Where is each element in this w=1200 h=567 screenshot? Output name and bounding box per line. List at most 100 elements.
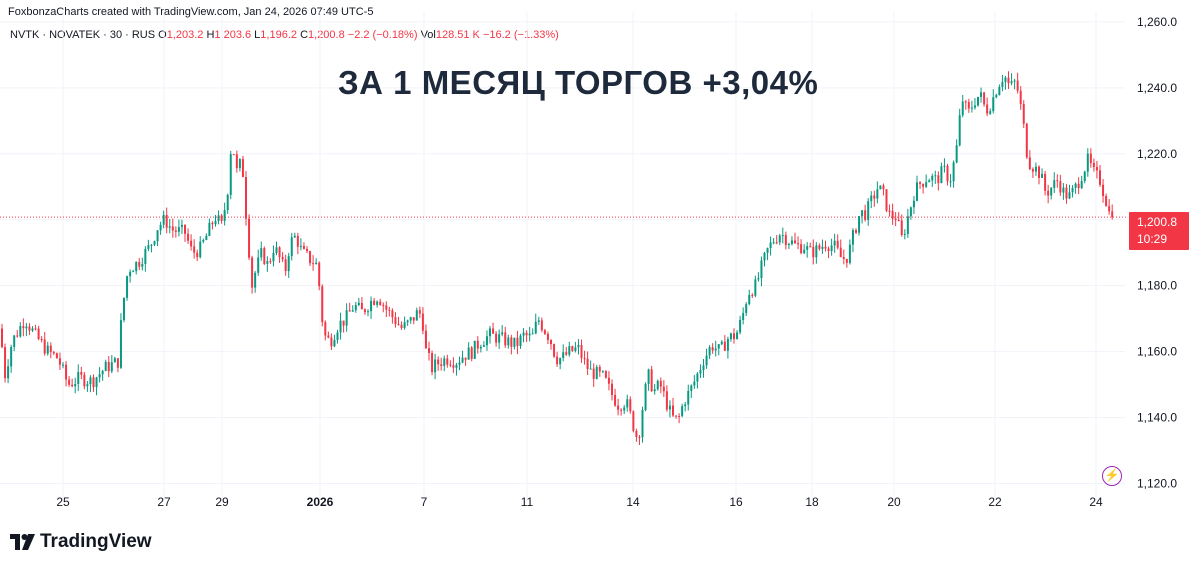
candle-body	[10, 347, 13, 367]
candle-body	[696, 373, 699, 382]
candle-body	[1047, 190, 1050, 196]
candle-body	[489, 328, 491, 337]
candle-body	[492, 328, 495, 334]
candle-body	[562, 352, 565, 359]
candle-body	[684, 404, 687, 407]
y-tick-label: 1,160.0	[1137, 345, 1177, 359]
candle-body	[821, 246, 824, 249]
candle-body	[28, 326, 31, 331]
candle-body	[223, 210, 226, 221]
candle-body	[428, 348, 430, 353]
candle-body	[516, 337, 519, 346]
candle-body	[107, 361, 110, 372]
candle-body	[861, 210, 864, 217]
open-value: 1,203.2	[166, 29, 204, 41]
candle-body	[601, 371, 604, 373]
candle-body	[946, 165, 949, 182]
candle-body	[62, 364, 64, 366]
candle-body	[882, 185, 885, 190]
candle-body	[970, 107, 973, 109]
candle-body	[302, 245, 305, 249]
candle-body	[571, 346, 574, 351]
candle-body	[269, 261, 272, 263]
candle-body	[806, 246, 809, 250]
candle-body	[891, 210, 894, 219]
candle-body	[113, 358, 116, 363]
candle-body	[531, 333, 534, 335]
change-value: −2.2 (−0.18%)	[347, 29, 418, 41]
candle-body	[1089, 153, 1092, 163]
candle-body	[873, 195, 876, 199]
candle-body	[196, 252, 199, 258]
candle-body	[424, 330, 427, 349]
candle-body	[437, 359, 440, 365]
candle-body	[922, 183, 925, 187]
candle-body	[260, 248, 263, 258]
candle-body	[299, 245, 302, 247]
candle-body	[479, 346, 482, 349]
candle-body	[330, 337, 333, 347]
candle-body	[46, 345, 49, 354]
low-value: 1,196.2	[260, 29, 297, 41]
candle-body	[312, 263, 315, 265]
candle-body	[952, 162, 955, 182]
candle-body	[485, 336, 488, 346]
candle-body	[848, 244, 851, 263]
candle-body	[199, 241, 202, 258]
candle-body	[522, 332, 525, 336]
candle-body	[644, 383, 647, 411]
y-tick-label: 1,260.0	[1137, 15, 1177, 29]
candle-body	[232, 154, 235, 156]
candle-body	[373, 300, 376, 305]
candle-body	[315, 262, 318, 265]
candle-body	[711, 347, 714, 351]
candle-body	[470, 347, 473, 359]
candle-body	[406, 320, 409, 323]
symbol-legend[interactable]: NVTK · NOVATEK · 30 · RUS O1,203.2 H1,20…	[10, 29, 559, 41]
candle-body	[147, 245, 150, 249]
candle-body	[367, 311, 369, 313]
candle-body	[141, 263, 144, 267]
volume-value: 128.51 K	[435, 29, 480, 41]
candle-body	[961, 101, 964, 116]
candle-body	[205, 235, 208, 240]
y-tick-label: 1,140.0	[1137, 411, 1177, 425]
candle-body	[550, 339, 552, 345]
candle-body	[1071, 187, 1074, 193]
candle-body	[894, 218, 897, 220]
candle-body	[397, 324, 400, 326]
candle-body	[202, 239, 205, 242]
candle-body	[309, 251, 312, 264]
candle-body	[504, 332, 507, 346]
candle-body	[7, 366, 10, 379]
candle-body	[318, 262, 321, 287]
candle-body	[1053, 180, 1056, 188]
candle-body	[1108, 206, 1111, 212]
candle-body	[40, 339, 43, 341]
tradingview-logo[interactable]: TradingView	[10, 531, 152, 553]
candle-body	[165, 214, 168, 228]
candle-body	[626, 399, 629, 408]
lightning-icon[interactable]: ⚡	[1102, 466, 1122, 486]
candle-body	[925, 182, 928, 187]
candle-body	[379, 301, 382, 305]
candle-body	[797, 243, 800, 245]
candle-body	[34, 328, 37, 330]
candle-body	[763, 252, 766, 261]
candle-body	[409, 317, 412, 321]
candle-body	[775, 242, 778, 244]
candle-body	[964, 101, 967, 103]
candle-body	[129, 271, 132, 277]
candle-body	[238, 159, 241, 169]
time-axis: 25 27 29 2026 7 11 14 16 18 20 22 24	[56, 495, 1103, 509]
candle-body	[729, 333, 732, 340]
candle-body	[565, 352, 568, 355]
candle-body	[998, 86, 1001, 96]
candle-body	[912, 200, 915, 208]
candle-body	[830, 245, 833, 252]
candle-body	[580, 345, 583, 359]
candle-body	[809, 246, 812, 248]
candle-body	[656, 380, 659, 390]
candle-body	[1044, 173, 1047, 191]
